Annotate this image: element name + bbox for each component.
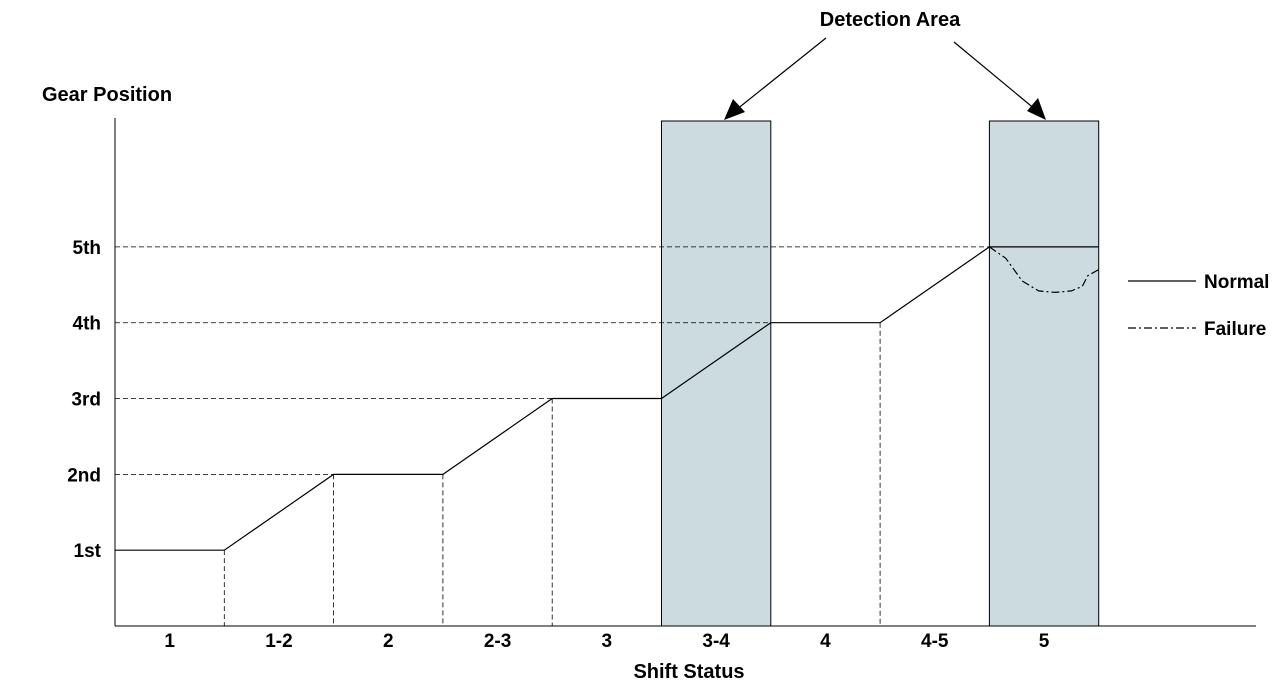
detection-area-label: Detection Area (820, 9, 961, 31)
detection-area-box (988, 120, 1100, 627)
x-tick-label: 5 (1039, 631, 1050, 652)
labels: Gear Position Shift Status Detection Are… (42, 9, 1046, 683)
legend: Normal Failure (1128, 272, 1269, 340)
reference-lines (115, 246, 990, 626)
y-tick-label: 5th (73, 238, 102, 259)
x-tick-label: 3 (602, 631, 613, 652)
detection-area-box (661, 120, 772, 627)
x-tick-label: 1 (164, 631, 175, 652)
legend-label-normal: Normal (1204, 272, 1269, 293)
series-line-failure (989, 246, 1099, 294)
y-axis-title: Gear Position (42, 84, 172, 106)
x-tick-label: 2-3 (484, 631, 511, 652)
x-tick-label: 4 (820, 631, 831, 652)
y-tick-label: 4th (73, 314, 102, 335)
x-tick-label: 2 (383, 631, 394, 652)
detection-arrow (953, 41, 1046, 120)
detection-areas (661, 120, 1100, 627)
series (115, 246, 1099, 551)
series-line-normal (115, 246, 1099, 551)
x-tick-label: 3-4 (702, 631, 730, 652)
detection-arrow (724, 37, 827, 120)
axes (114, 118, 1256, 627)
x-tick-label: 1-2 (265, 631, 292, 652)
y-tick-label: 3rd (71, 390, 101, 411)
tick-labels: 1 1-2 2 2-3 3 3-4 4 4-5 5 1st 2nd 3rd 4th 5th (67, 238, 1050, 652)
x-tick-label: 4-5 (921, 631, 949, 652)
legend-label-failure: Failure (1204, 319, 1266, 340)
y-tick-label: 2nd (67, 465, 101, 486)
x-axis-title: Shift Status (633, 661, 744, 683)
y-tick-label: 1st (74, 541, 102, 562)
